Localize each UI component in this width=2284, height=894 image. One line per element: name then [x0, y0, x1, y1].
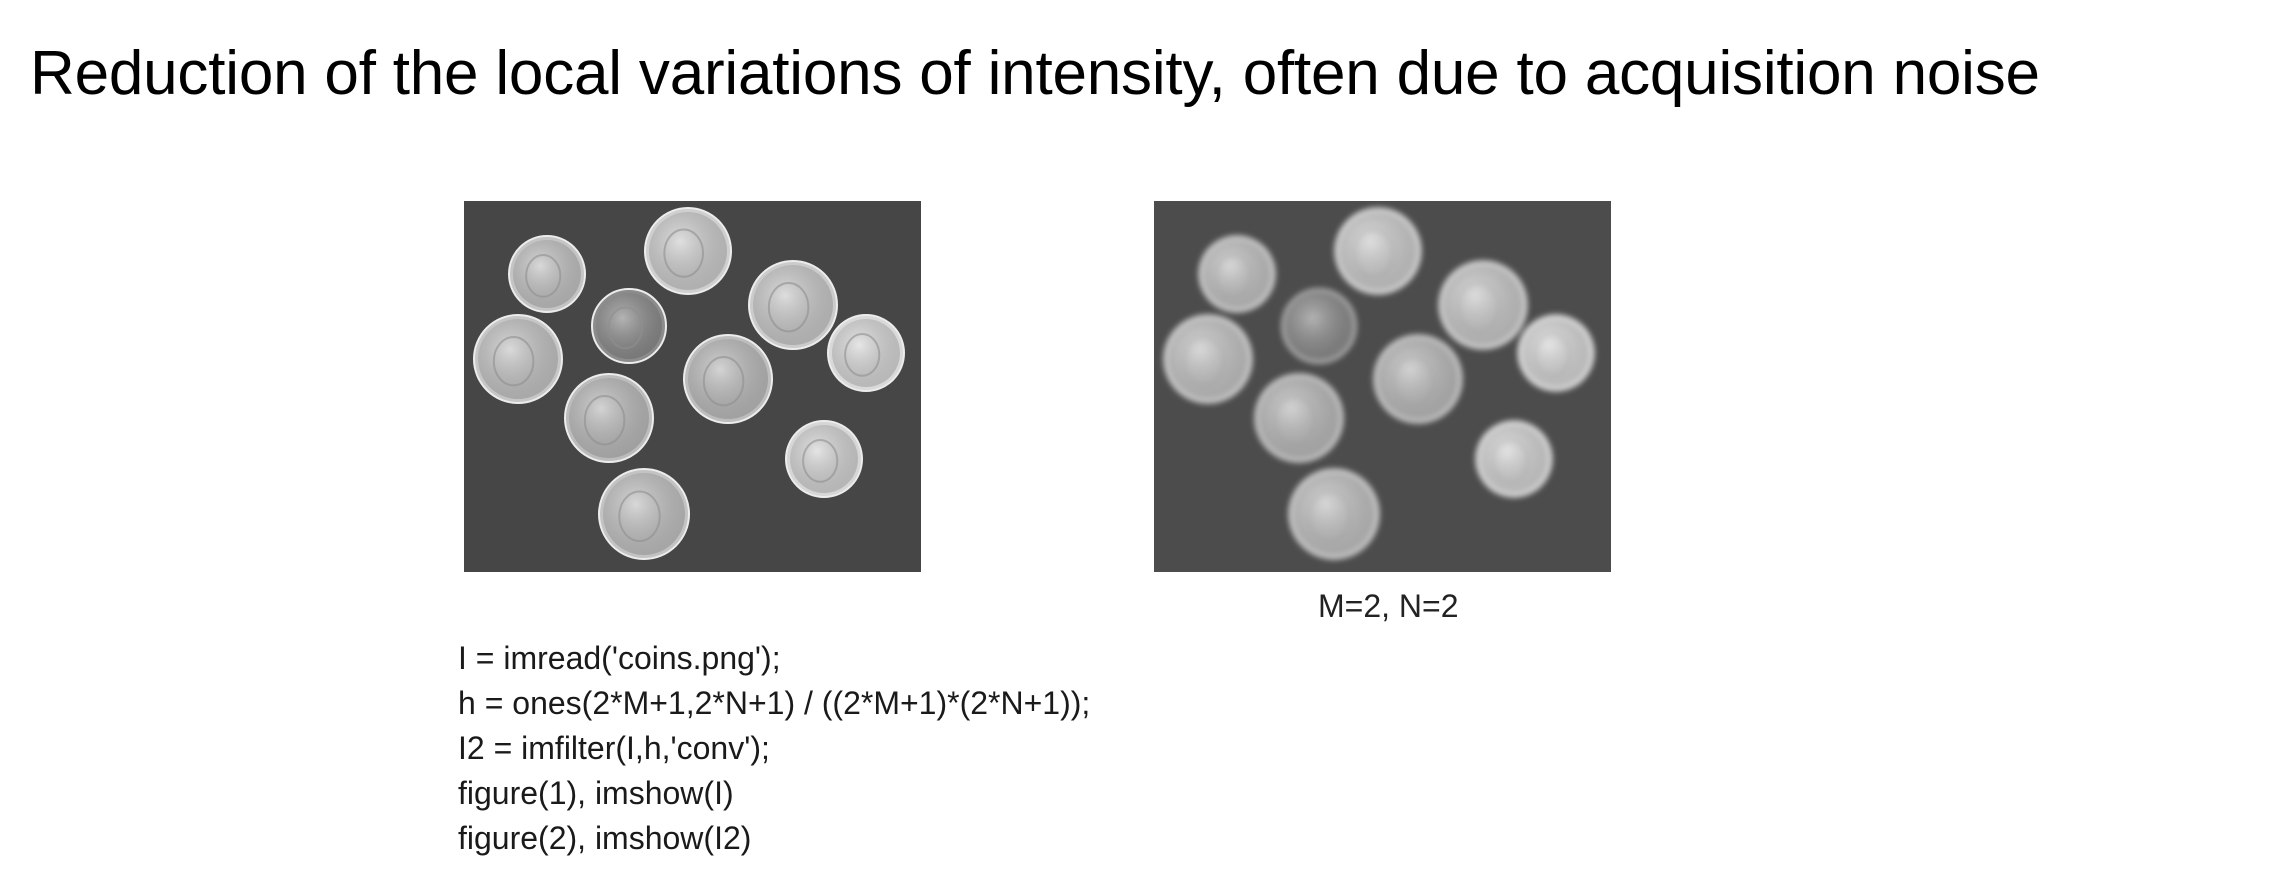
code-line: I2 = imfilter(I,h,'conv');: [458, 730, 770, 766]
coins-image-original: [464, 201, 921, 572]
code-line: figure(1), imshow(I): [458, 775, 734, 811]
coin-icon: [644, 207, 732, 295]
code-line: h = ones(2*M+1,2*N+1) / ((2*M+1)*(2*N+1)…: [458, 685, 1091, 721]
coin-icon: [1281, 288, 1357, 364]
coin-icon: [827, 314, 905, 392]
coin-icon: [1254, 373, 1344, 463]
coin-icon: [1475, 420, 1553, 498]
code-line: figure(2), imshow(I2): [458, 820, 752, 856]
coins-image-blurred: [1154, 201, 1611, 572]
coin-icon: [683, 334, 773, 424]
coin-icon: [1438, 260, 1528, 350]
coin-icon: [1288, 468, 1380, 560]
coin-icon: [473, 314, 563, 404]
coin-icon: [1198, 235, 1276, 313]
coin-icon: [508, 235, 586, 313]
coin-icon: [748, 260, 838, 350]
coin-icon: [1517, 314, 1595, 392]
coin-icon: [591, 288, 667, 364]
code-line: I = imread('coins.png');: [458, 640, 781, 676]
filter-size-caption: M=2, N=2: [1318, 588, 1459, 624]
coin-icon: [1373, 334, 1463, 424]
coin-icon: [785, 420, 863, 498]
coin-icon: [598, 468, 690, 560]
coin-icon: [1334, 207, 1422, 295]
coin-icon: [564, 373, 654, 463]
code-block: I = imread('coins.png'); h = ones(2*M+1,…: [458, 636, 1090, 861]
slide-title: Reduction of the local variations of int…: [30, 39, 2040, 108]
coin-icon: [1163, 314, 1253, 404]
